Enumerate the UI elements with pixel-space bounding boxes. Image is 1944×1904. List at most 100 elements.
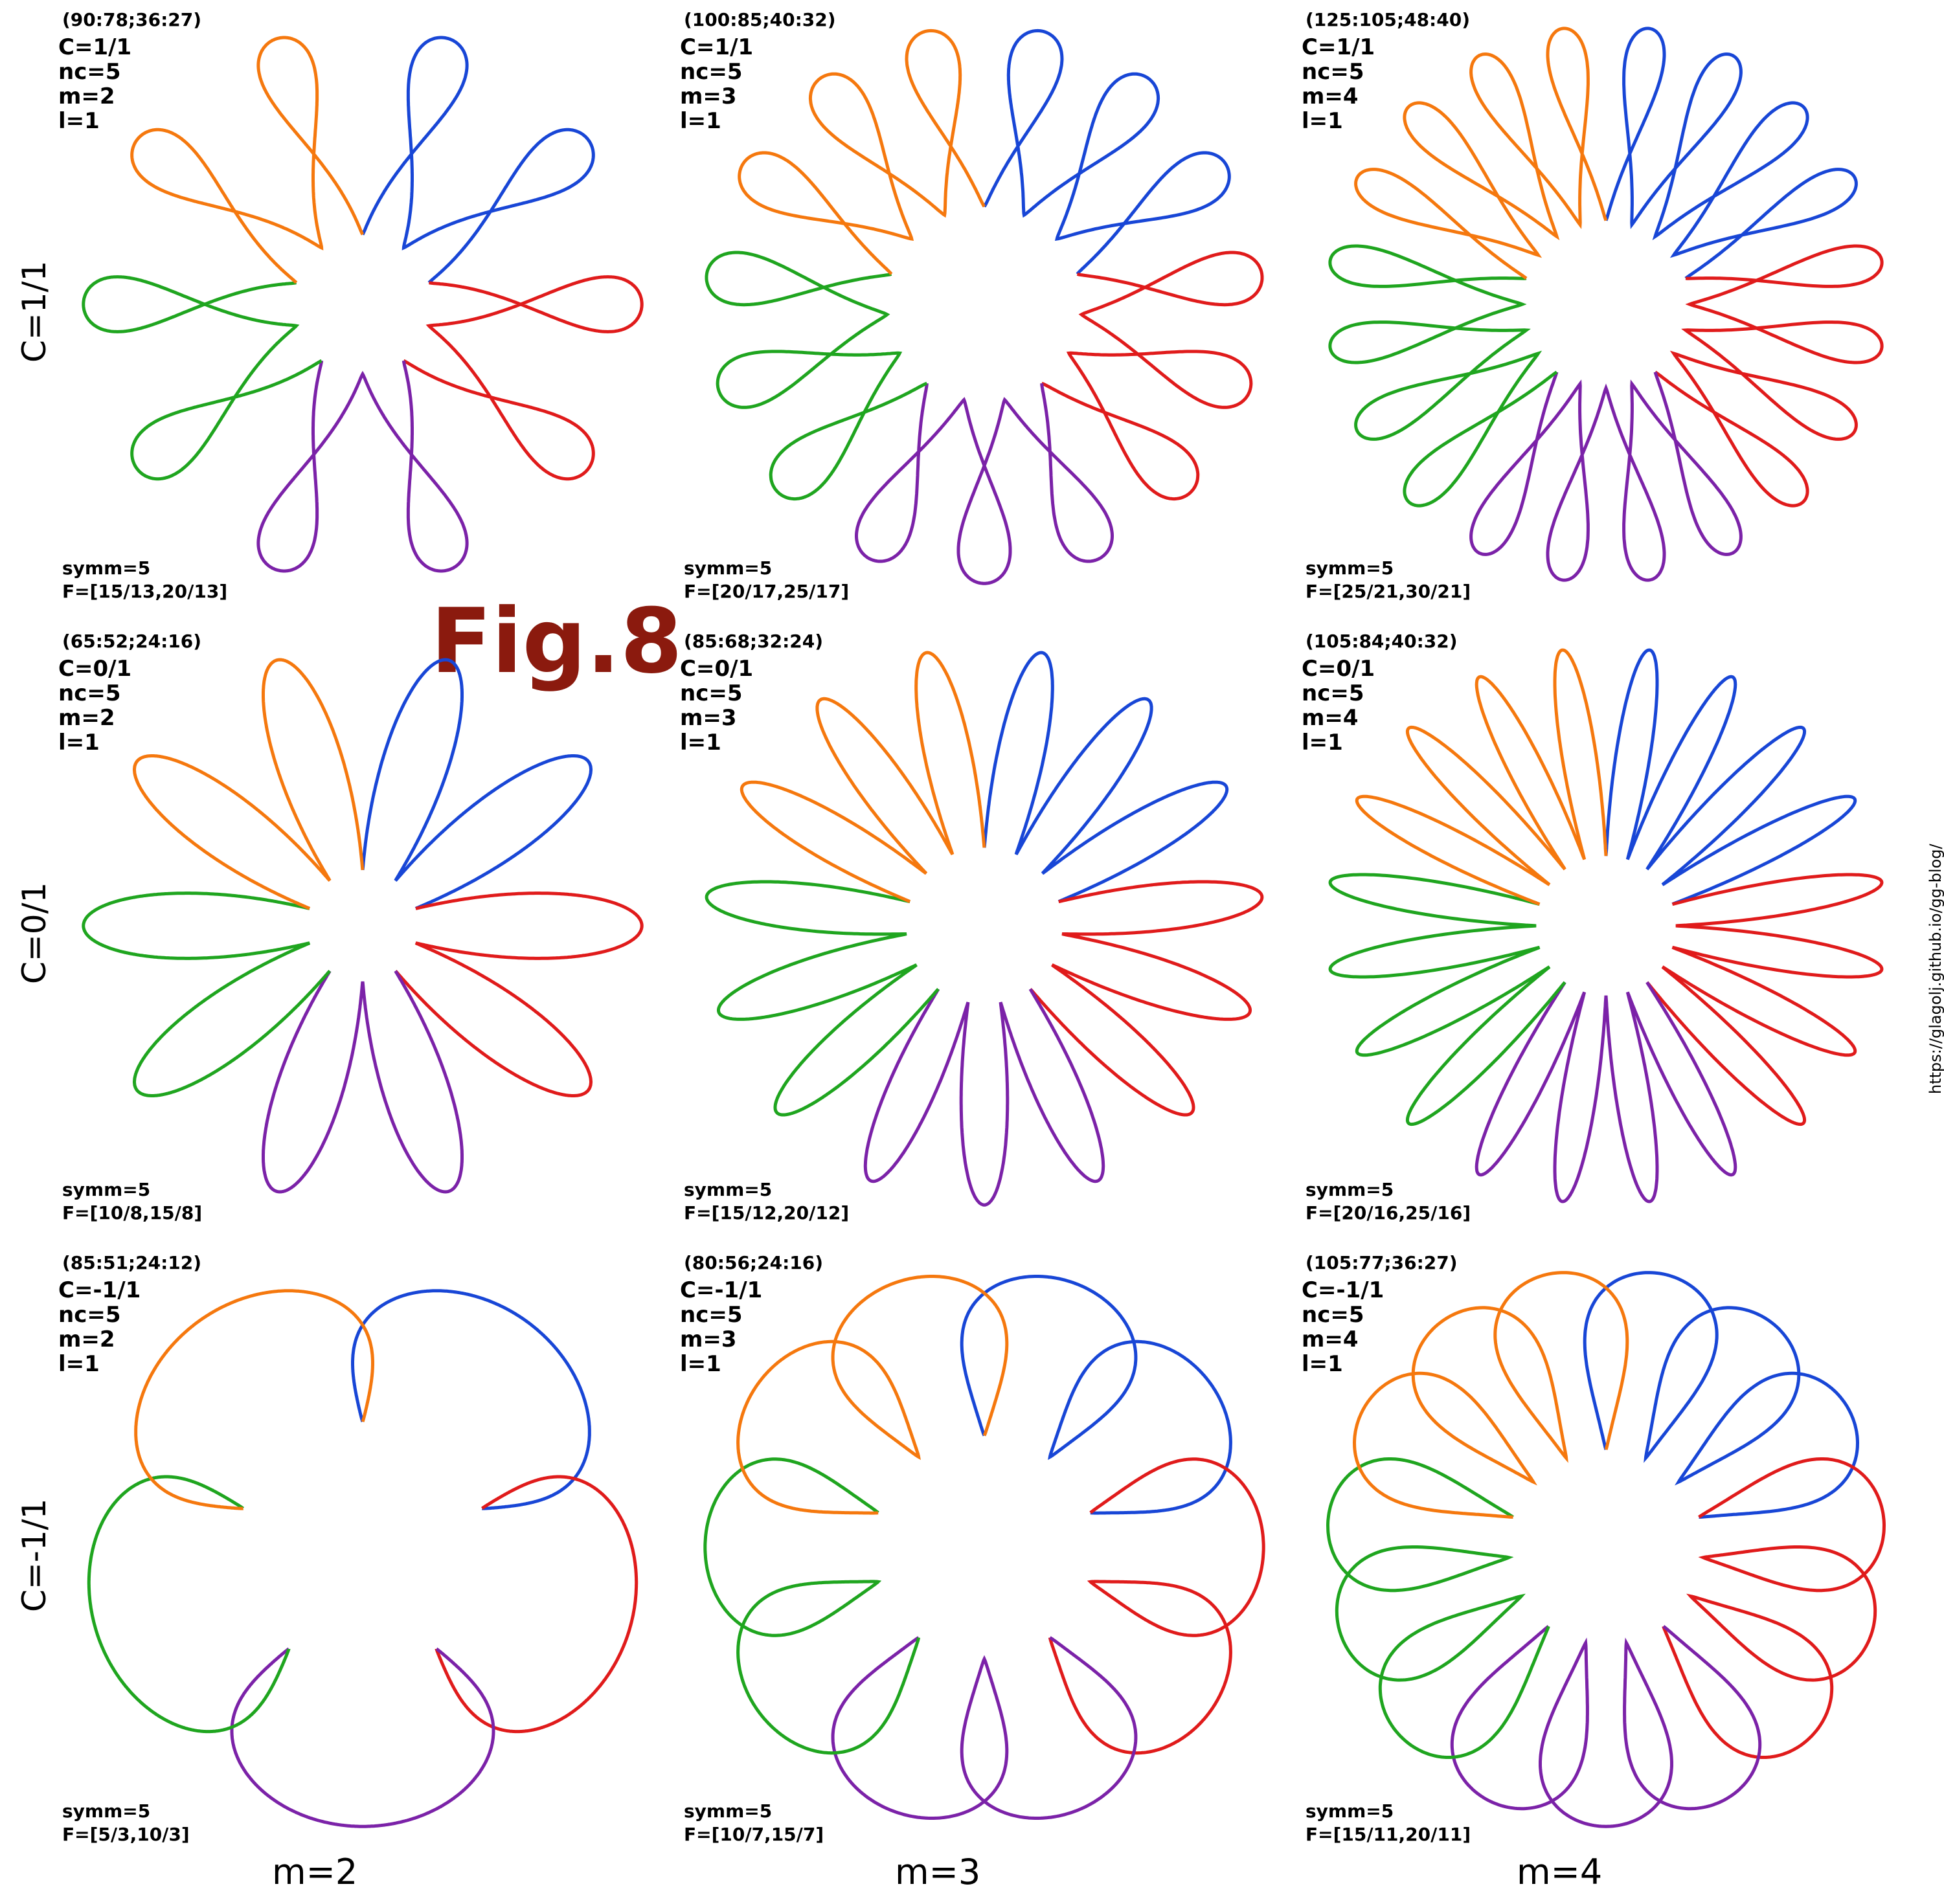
param-l: l=1 [58, 730, 100, 756]
cell-c0-m4: (105:84;40:32) C=0/1 nc=5 m=4 l=1 symm=5… [1295, 622, 1917, 1243]
param-c: C=-1/1 [680, 1277, 763, 1303]
cell-params: C=-1/1 nc=5 m=4 l=1 [1302, 1278, 1384, 1376]
curve-component-2 [1662, 1457, 1886, 1759]
param-m: m=3 [680, 705, 737, 731]
curve-component-2 [1048, 1457, 1265, 1755]
symm-label: symm=5 [62, 1800, 151, 1822]
param-l: l=1 [680, 108, 721, 134]
symm-label: symm=5 [1305, 1179, 1394, 1200]
cell-code: (85:51;24:12) [62, 1252, 202, 1273]
curve-component-3 [1450, 1625, 1762, 1828]
curve-component-5 [738, 28, 986, 276]
curve-component-3 [1475, 981, 1737, 1204]
cell-footer: symm=5 F=[10/8,15/8] [62, 1178, 202, 1225]
curve-component-2 [403, 275, 644, 481]
param-l: l=1 [680, 1351, 721, 1377]
param-l: l=1 [680, 730, 721, 756]
param-c: C=0/1 [58, 656, 132, 682]
curve-component-3 [262, 970, 464, 1194]
curve-plot [1328, 27, 1884, 582]
curve-component-5 [130, 36, 365, 284]
curve-plot [82, 658, 644, 1194]
param-nc: nc=5 [1302, 1302, 1364, 1328]
param-m: m=2 [58, 1327, 115, 1352]
cell-footer: symm=5 F=[15/11,20/11] [1305, 1800, 1471, 1846]
curve-component-1 [361, 658, 593, 910]
curve-component-5 [1354, 27, 1608, 280]
curve-plot [705, 28, 1264, 585]
curve-component-1 [1604, 648, 1857, 906]
param-nc: nc=5 [58, 1302, 121, 1328]
curve-component-5 [134, 1289, 374, 1510]
param-nc: nc=5 [1302, 59, 1364, 85]
curve-plot [1328, 648, 1884, 1204]
param-nc: nc=5 [680, 1302, 743, 1328]
cell-code: (90:78;36:27) [62, 9, 202, 30]
curve-component-4 [87, 1475, 291, 1734]
param-m: m=3 [680, 84, 737, 109]
param-l: l=1 [1302, 730, 1343, 756]
param-c: C=1/1 [1302, 34, 1375, 60]
cell-params: C=-1/1 nc=5 m=2 l=1 [58, 1278, 141, 1376]
curve-component-3 [230, 1647, 495, 1828]
curve-component-2 [1645, 873, 1884, 1126]
param-nc: nc=5 [680, 680, 743, 706]
param-c: C=-1/1 [58, 1277, 141, 1303]
symm-label: symm=5 [1305, 1800, 1394, 1822]
curve-plot [82, 36, 644, 573]
curve-component-4 [1328, 244, 1558, 508]
param-nc: nc=5 [1302, 680, 1364, 706]
param-m: m=2 [58, 705, 115, 731]
param-m: m=2 [58, 84, 115, 109]
curve-component-5 [740, 651, 986, 903]
cell-params: C=1/1 nc=5 m=4 l=1 [1302, 35, 1375, 133]
curve-component-4 [705, 880, 940, 1117]
curve-component-2 [435, 1475, 639, 1734]
cell-params: C=1/1 nc=5 m=3 l=1 [680, 35, 753, 133]
param-m: m=4 [1302, 705, 1359, 731]
param-c: C=1/1 [58, 34, 132, 60]
param-c: C=0/1 [1302, 656, 1375, 682]
param-m: m=3 [680, 1327, 737, 1352]
curve-component-3 [1469, 371, 1743, 582]
curve-component-3 [256, 361, 469, 573]
f-label: F=[15/12,20/12] [684, 1202, 850, 1224]
param-c: C=-1/1 [1302, 1277, 1385, 1303]
curve-component-4 [1328, 873, 1566, 1126]
cell-params: C=0/1 nc=5 m=3 l=1 [680, 656, 753, 755]
symm-label: symm=5 [684, 557, 773, 579]
f-label: F=[15/11,20/11] [1305, 1824, 1471, 1845]
cell-footer: symm=5 F=[5/3,10/3] [62, 1800, 190, 1846]
symm-label: symm=5 [684, 1800, 773, 1822]
curve-component-4 [703, 1457, 921, 1755]
cell-code: (105:84;40:32) [1305, 631, 1458, 652]
cell-code: (80:56;24:16) [684, 1252, 824, 1273]
param-l: l=1 [58, 1351, 100, 1377]
row-label-c-1: C=1/1 [16, 260, 53, 363]
cell-footer: symm=5 F=[15/13,20/13] [62, 557, 227, 603]
curve-component-3 [831, 1636, 1138, 1820]
curve-component-1 [982, 28, 1231, 276]
cell-code: (65:52;24:16) [62, 631, 202, 652]
curve-component-5 [133, 658, 365, 910]
cell-c1-m2: (90:78;36:27) C=1/1 nc=5 m=2 l=1 symm=5 … [52, 0, 673, 622]
curve-component-1 [1604, 27, 1858, 280]
cell-params: C=0/1 nc=5 m=4 l=1 [1302, 656, 1375, 755]
cell-footer: symm=5 F=[20/17,25/17] [684, 557, 849, 603]
param-c: C=1/1 [680, 34, 754, 60]
param-l: l=1 [1302, 108, 1343, 134]
cell-params: C=1/1 nc=5 m=2 l=1 [58, 35, 131, 133]
param-c: C=0/1 [680, 656, 754, 682]
cell-footer: symm=5 F=[25/21,30/21] [1305, 557, 1471, 603]
curve-component-5 [1352, 1271, 1629, 1519]
curve-component-4 [82, 275, 322, 481]
cell-code: (100:85;40:32) [684, 9, 836, 30]
f-label: F=[20/17,25/17] [684, 581, 850, 602]
col-label-m4: m=4 [1517, 1852, 1603, 1892]
curve-component-2 [1654, 244, 1884, 508]
curve-component-1 [982, 651, 1229, 903]
symm-label: symm=5 [62, 1179, 151, 1200]
f-label: F=[15/13,20/13] [62, 581, 228, 602]
curve-plot [1326, 1271, 1886, 1828]
param-nc: nc=5 [680, 59, 743, 85]
